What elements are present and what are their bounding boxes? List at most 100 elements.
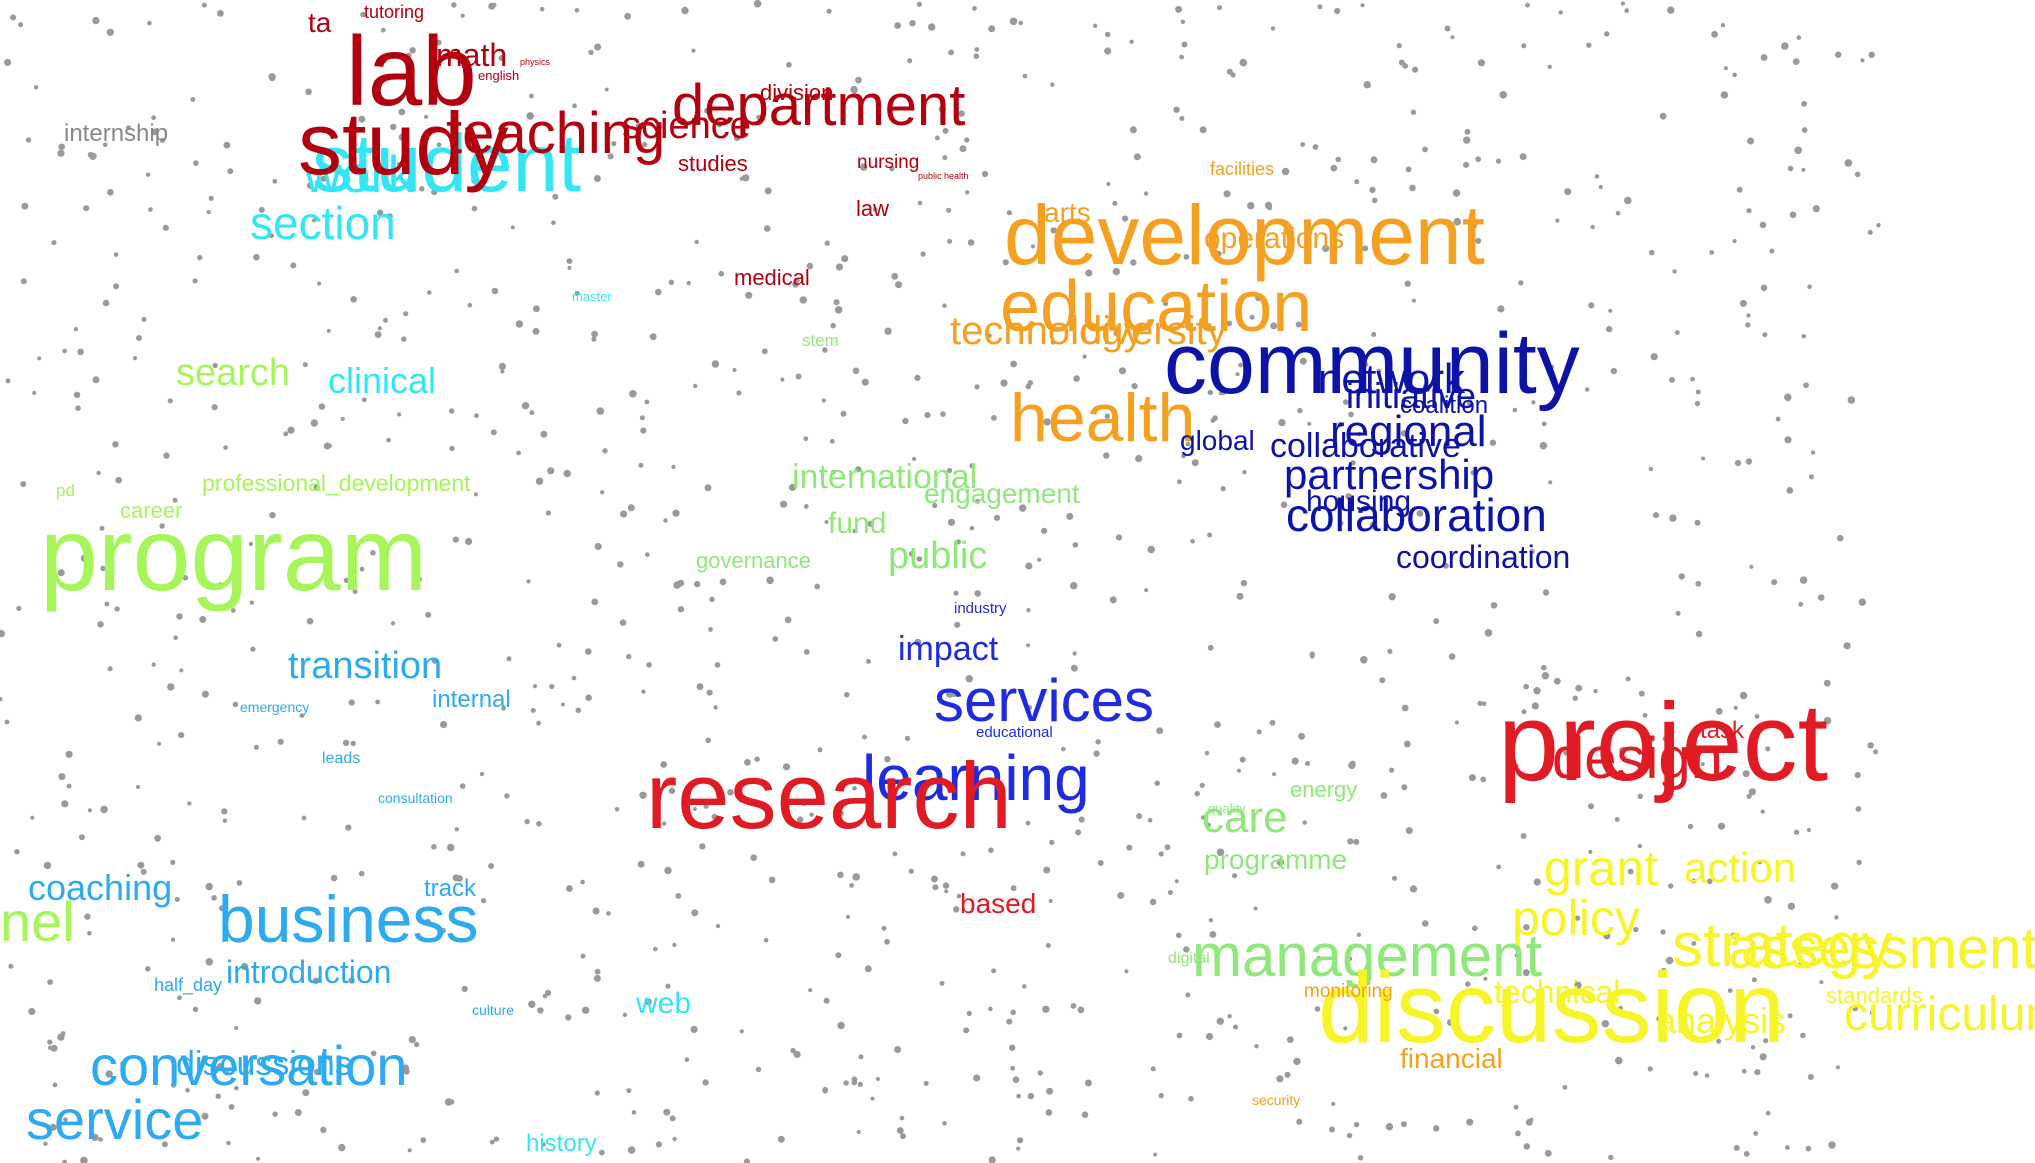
dot	[649, 333, 657, 341]
dot	[460, 13, 465, 18]
dot	[1667, 6, 1675, 14]
dot	[1235, 372, 1240, 377]
dot	[641, 141, 648, 148]
dot	[1314, 1006, 1321, 1012]
dot	[1357, 1155, 1364, 1161]
dot	[97, 621, 104, 628]
word-internship: internship	[64, 120, 169, 148]
dot	[1466, 399, 1473, 406]
dot	[1751, 977, 1757, 983]
dot	[151, 128, 159, 136]
word-consultation: consultation	[378, 789, 453, 806]
dot	[1477, 700, 1483, 707]
dot	[403, 311, 409, 317]
dot	[65, 750, 73, 758]
dot	[1844, 159, 1853, 167]
dot	[786, 61, 792, 68]
dot	[405, 52, 412, 59]
dot	[1562, 1085, 1568, 1090]
dot	[215, 1093, 221, 1099]
dot	[1539, 441, 1548, 450]
dot	[488, 863, 495, 869]
word-energy: energy	[1290, 776, 1358, 802]
dot	[1733, 1144, 1740, 1151]
dot	[1700, 762, 1705, 767]
dot	[25, 137, 32, 143]
dot	[656, 124, 663, 131]
dot	[640, 427, 647, 434]
dot	[1077, 1006, 1085, 1014]
dot	[1489, 439, 1497, 446]
dot	[967, 239, 975, 246]
dot	[1106, 182, 1111, 186]
dot	[1338, 520, 1344, 526]
dot	[182, 575, 189, 581]
dot	[1350, 460, 1356, 466]
dot	[1695, 580, 1702, 587]
dot	[1564, 188, 1572, 196]
word-community: community	[1164, 316, 1580, 413]
dot	[1454, 481, 1459, 486]
dot	[948, 49, 954, 56]
dot	[1136, 813, 1143, 820]
dot	[89, 152, 97, 160]
dot	[1523, 924, 1530, 931]
dot	[1835, 51, 1842, 58]
dot	[942, 303, 947, 309]
dot	[57, 569, 65, 577]
dot	[1249, 314, 1255, 320]
dot	[348, 699, 355, 706]
dot	[889, 165, 895, 172]
dot	[1469, 221, 1477, 229]
dot	[1868, 51, 1875, 58]
dot	[567, 265, 572, 270]
dot	[1748, 788, 1756, 796]
dot	[52, 1082, 58, 1088]
dot	[398, 133, 406, 141]
word-culture: culture	[472, 1001, 515, 1018]
dot	[92, 16, 100, 25]
dot	[602, 448, 608, 454]
word-internal: internal	[432, 686, 511, 714]
word-tutoring: tutoring	[364, 2, 425, 23]
dot	[370, 550, 376, 556]
dot	[381, 57, 388, 64]
dot	[96, 470, 101, 476]
dot	[566, 258, 573, 264]
dot	[1444, 25, 1451, 32]
dot	[1704, 1073, 1710, 1078]
dot	[1369, 186, 1376, 194]
dot	[1045, 1109, 1053, 1116]
dot	[283, 431, 289, 437]
dot	[851, 1076, 858, 1083]
dot	[1448, 653, 1456, 660]
dot	[1009, 1044, 1016, 1051]
dot	[592, 907, 600, 915]
dot	[167, 683, 175, 691]
dot	[829, 438, 835, 444]
dot	[1746, 313, 1751, 318]
dot	[1130, 259, 1137, 266]
dot	[1855, 806, 1862, 812]
dot	[972, 5, 977, 11]
dot	[574, 8, 580, 13]
dot	[821, 398, 826, 403]
dot	[217, 10, 224, 17]
word-coordination: coordination	[1396, 538, 1571, 575]
dot	[1205, 1032, 1214, 1041]
dot	[655, 1141, 663, 1148]
dot	[57, 149, 65, 157]
dot	[51, 240, 57, 246]
dot	[210, 1066, 216, 1072]
dot	[30, 815, 35, 820]
dot	[1343, 1026, 1348, 1031]
dot	[837, 871, 844, 879]
dot	[1490, 602, 1498, 609]
dot	[594, 1090, 600, 1096]
dot	[1010, 360, 1017, 368]
dot	[0, 696, 3, 702]
dot	[1798, 961, 1805, 968]
dot	[809, 812, 814, 817]
dot	[294, 1109, 302, 1116]
